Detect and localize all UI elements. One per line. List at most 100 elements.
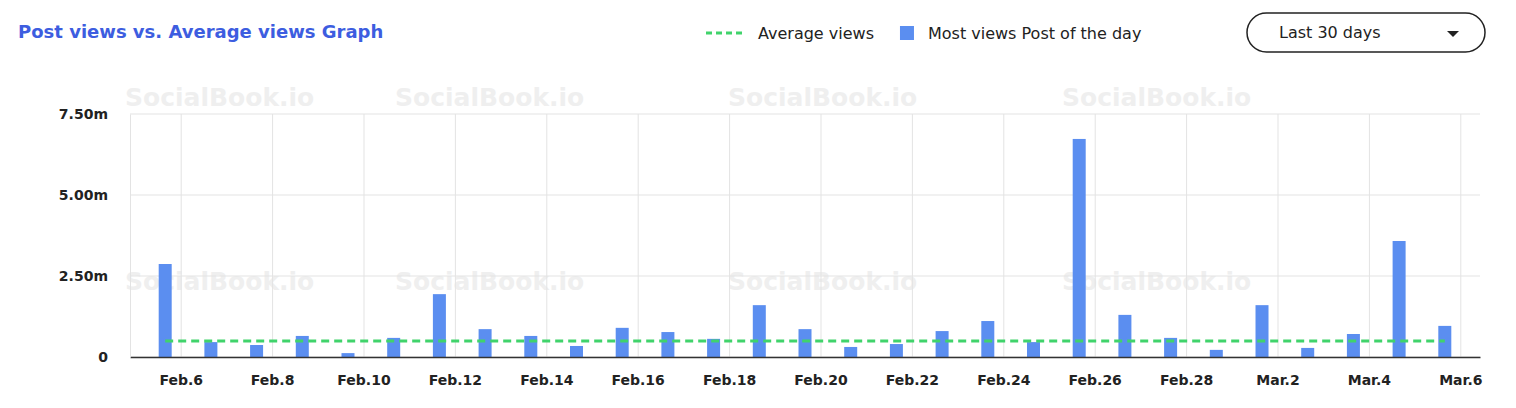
x-tick-label: Feb.28: [1160, 372, 1213, 388]
y-axis: 0 2.50m 5.00m 7.50m: [59, 106, 131, 365]
bar: [753, 305, 766, 357]
x-tick: Feb.8: [251, 357, 295, 388]
x-tick-label: Feb.6: [159, 372, 203, 388]
x-tick-label: Mar.6: [1439, 372, 1482, 388]
x-tick-label: Feb.14: [520, 372, 574, 388]
period-dropdown[interactable]: Last 30 days: [1247, 13, 1485, 52]
grid-line-x: [1003, 114, 1004, 357]
dropdown-caret[interactable]: [1447, 31, 1459, 37]
x-tick: Feb.16: [612, 357, 665, 388]
watermark: SocialBook.io: [1062, 83, 1251, 112]
watermark: SocialBook.io: [125, 83, 314, 112]
x-tick-label: Feb.12: [429, 372, 482, 388]
x-tick: Feb.26: [1069, 357, 1122, 388]
grid-line-x: [912, 114, 913, 357]
bar: [890, 344, 903, 357]
legend: Average views Most views Post of the day: [706, 24, 1141, 43]
grid-line-x: [181, 114, 182, 357]
y-tick-label: 0: [98, 349, 108, 365]
bar: [799, 329, 812, 357]
plot-area: [159, 139, 1452, 357]
x-tick-label: Mar.2: [1256, 372, 1299, 388]
legend-label: Most views Post of the day: [928, 24, 1141, 43]
x-tick: Feb.12: [429, 357, 482, 388]
x-tick: Feb.18: [703, 357, 756, 388]
bar: [936, 331, 949, 357]
x-tick-label: Feb.20: [794, 372, 848, 388]
bar: [433, 294, 446, 357]
x-tick-label: Feb.18: [703, 372, 756, 388]
x-tick-label: Feb.26: [1069, 372, 1122, 388]
x-tick: Feb.24: [977, 357, 1031, 388]
bar: [661, 332, 674, 357]
bar: [159, 264, 172, 357]
dropdown-label[interactable]: Last 30 days: [1279, 23, 1381, 42]
y-tick-label: 5.00m: [59, 187, 108, 203]
grid-line-x: [729, 114, 730, 357]
bar-series: [159, 139, 1452, 357]
legend-item: Average views: [706, 24, 874, 43]
bar: [479, 329, 492, 357]
grid-line-x: [1095, 114, 1096, 357]
title: Post views vs. Average views Graph: [18, 21, 383, 42]
x-tick: Feb.14: [520, 357, 574, 388]
bar: [981, 321, 994, 357]
chart: SocialBook.io SocialBook.io SocialBook.io S…: [0, 0, 1516, 408]
x-tick-label: Feb.24: [977, 372, 1031, 388]
watermark: SocialBook.io: [125, 267, 314, 296]
grid-line-x: [1186, 114, 1187, 357]
x-tick: Feb.22: [886, 357, 939, 388]
y-tick: 7.50m: [59, 106, 130, 122]
legend-label: Average views: [758, 24, 874, 43]
grid-line-x: [821, 114, 822, 357]
bar: [1256, 305, 1269, 357]
x-tick: Feb.20: [794, 357, 848, 388]
average-line: [165, 340, 1445, 343]
watermark: SocialBook.io: [395, 83, 584, 112]
x-axis-line: [131, 357, 1481, 359]
bar: [1210, 350, 1223, 357]
watermark: SocialBook.io: [728, 83, 917, 112]
dropdown-box[interactable]: [1247, 13, 1485, 52]
watermark: SocialBook.io: [728, 267, 917, 296]
grid-line-y: [130, 114, 1480, 115]
watermark: SocialBook.io: [395, 267, 584, 296]
legend-swatch: [706, 32, 745, 35]
grid-line-x: [1460, 114, 1461, 357]
y-tick: 5.00m: [59, 187, 130, 203]
bar: [1073, 139, 1086, 357]
legend-item: Most views Post of the day: [900, 24, 1141, 43]
y-tick-label: 2.50m: [59, 268, 108, 284]
bar: [1393, 241, 1406, 357]
grid-line-y: [130, 276, 1480, 277]
y-axis-line: [130, 115, 131, 358]
bar: [250, 345, 263, 357]
bar: [204, 342, 217, 357]
grid-line-x: [455, 114, 456, 357]
x-tick: Mar.2: [1256, 357, 1299, 388]
bar: [844, 347, 857, 357]
y-tick: 2.50m: [59, 268, 130, 284]
grid-line-x: [546, 114, 547, 357]
x-tick: Feb.10: [337, 357, 391, 388]
grid-line-x: [638, 114, 639, 357]
grid: [130, 114, 1480, 357]
bar: [524, 336, 537, 357]
y-tick-label: 7.50m: [59, 106, 108, 122]
x-tick-label: Feb.8: [251, 372, 295, 388]
bar: [1301, 348, 1314, 357]
grid-line-x: [1369, 114, 1370, 357]
x-tick-label: Mar.4: [1348, 372, 1392, 388]
y-tick: 0: [98, 349, 130, 365]
legend-swatch: [900, 26, 914, 40]
grid-line-x: [1278, 114, 1279, 357]
bar: [1347, 334, 1360, 357]
bar: [570, 346, 583, 357]
bar: [1027, 342, 1040, 357]
x-tick-label: Feb.10: [337, 372, 391, 388]
bar: [341, 353, 354, 357]
grid-line-y: [130, 195, 1480, 196]
grid-line-x: [363, 114, 364, 357]
x-tick-label: Feb.22: [886, 372, 939, 388]
x-tick-label: Feb.16: [612, 372, 665, 388]
